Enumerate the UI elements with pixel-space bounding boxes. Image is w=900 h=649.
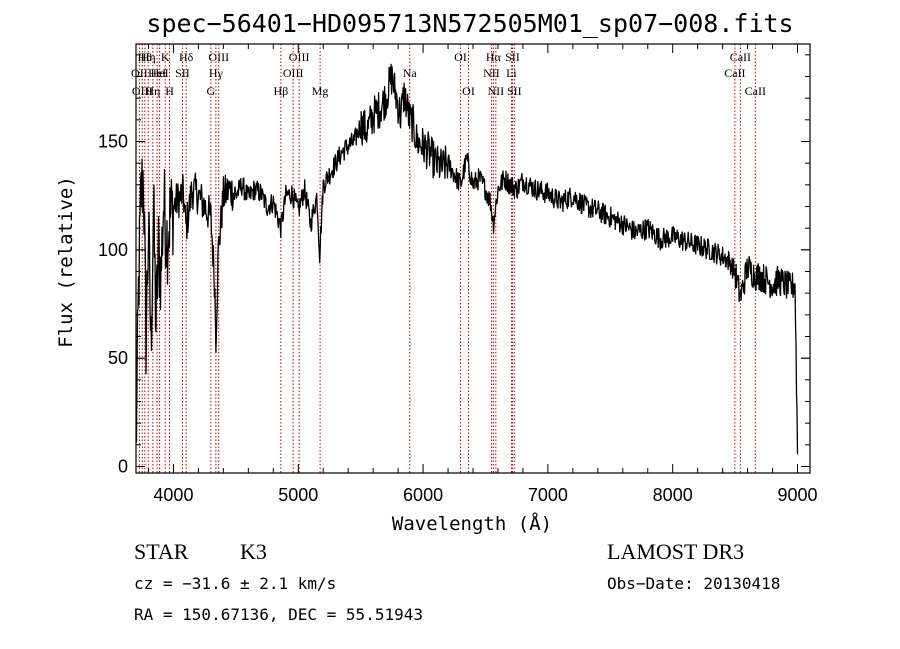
spectral-line-label: Hθ [138,50,153,64]
object-subclass: K3 [240,539,267,564]
y-tick-label: 100 [98,240,128,260]
spectral-line-label: Hγ [209,66,224,80]
spectral-line-label: SII [505,50,520,64]
chart-title: spec−56401−HD095713N572505M01_sp07−008.f… [146,9,793,38]
spectral-line-label: HeI [148,66,166,80]
observation-date: Obs−Date: 20130418 [607,574,780,593]
spectral-line-label: Li [506,66,517,80]
spectral-line-label: NII [483,66,500,80]
plot-frame [135,43,811,474]
x-tick-label: 5000 [278,485,318,505]
x-tick-label: 8000 [653,485,693,505]
spectral-line-label: Mg [312,84,329,98]
spectral-line-label: Na [403,66,418,80]
x-tick-label: 9000 [777,485,817,505]
object-class: STAR [134,539,189,564]
spectral-line-label: G [207,84,216,98]
spectral-line-label: OIII [283,66,304,80]
coordinates: RA = 150.67136, DEC = 55.51943 [134,605,423,624]
y-axis-label: Flux (relative) [55,176,77,348]
spectral-line-label: NII [488,84,505,98]
x-axis-label: Wavelength (Å) [392,512,552,535]
y-tick-label: 150 [98,132,128,152]
spectral-line-label: Hη [141,50,156,64]
redshift-velocity: cz = −31.6 ± 2.1 km/s [134,574,336,593]
spectral-line-label: OIII [208,50,229,64]
spectral-line-label: OII [131,66,148,80]
spectral-line-label: H [165,84,174,98]
x-axis-ticks: 4000 5000 6000 7000 8000 9000 [147,44,818,505]
spectral-line-label: OIII [289,50,310,64]
spectrum-line [135,63,799,455]
spectral-line-label: HeI [151,66,169,80]
spectral-line-label: SII [507,84,522,98]
spectral-line-label: Hβ [274,84,289,98]
spectral-line-label: OIII [132,84,153,98]
x-tick-label: 4000 [153,485,193,505]
spectral-line-label: OI [454,50,467,64]
spectral-line-label: OI [462,84,475,98]
spectral-line-label: CaII [730,50,751,64]
y-axis-ticks: 0 50 100 150 [98,54,810,477]
spectral-line-label: Hα [486,50,502,64]
x-tick-label: 7000 [528,485,568,505]
y-tick-label: 0 [118,457,128,477]
spectral-line-label: CaII [745,84,766,98]
survey-name: LAMOST DR3 [607,539,744,564]
spectral-line-label: K [161,50,170,64]
spectral-line-label: Hδ [179,50,194,64]
spectral-line-label: Hη [145,84,160,98]
spectral-line-markers [138,44,756,473]
spectral-line-label: CaII [724,66,745,80]
spectral-line-labels: OIIOIIIHθHηHηHeIHeIKHSIIHδGHγOIIIHβOIIIO… [131,50,766,98]
y-tick-label: 50 [108,348,128,368]
spectral-line-label: SII [175,66,190,80]
x-tick-label: 6000 [403,485,443,505]
